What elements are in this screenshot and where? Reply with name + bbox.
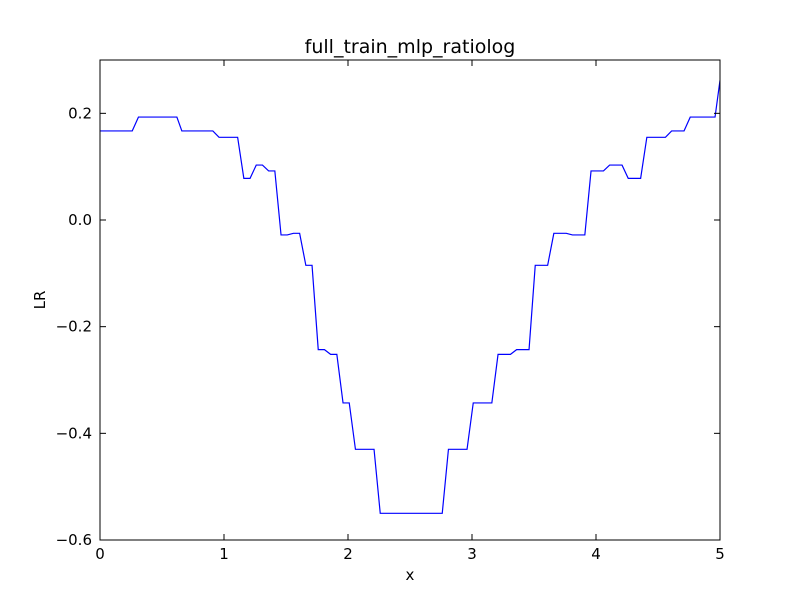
x-tick-label: 5: [715, 545, 725, 563]
x-axis-label: x: [406, 566, 415, 584]
y-axis-label: LR: [31, 291, 49, 310]
y-tick-label: −0.4: [56, 424, 92, 442]
x-tick-label: 3: [467, 545, 477, 563]
series-line: [100, 80, 720, 514]
plot-area-frame: [99, 59, 721, 541]
x-tick-label: 1: [219, 545, 229, 563]
y-tick-label: −0.2: [56, 318, 92, 336]
x-tick-label: 2: [343, 545, 353, 563]
y-tick-label: 0.2: [68, 104, 92, 122]
y-tick-label: −0.6: [56, 531, 92, 549]
y-tick-label: 0.0: [68, 211, 92, 229]
chart-title: full_train_mlp_ratiolog: [305, 36, 516, 58]
x-tick-label: 0: [95, 545, 105, 563]
x-tick-label: 4: [591, 545, 601, 563]
